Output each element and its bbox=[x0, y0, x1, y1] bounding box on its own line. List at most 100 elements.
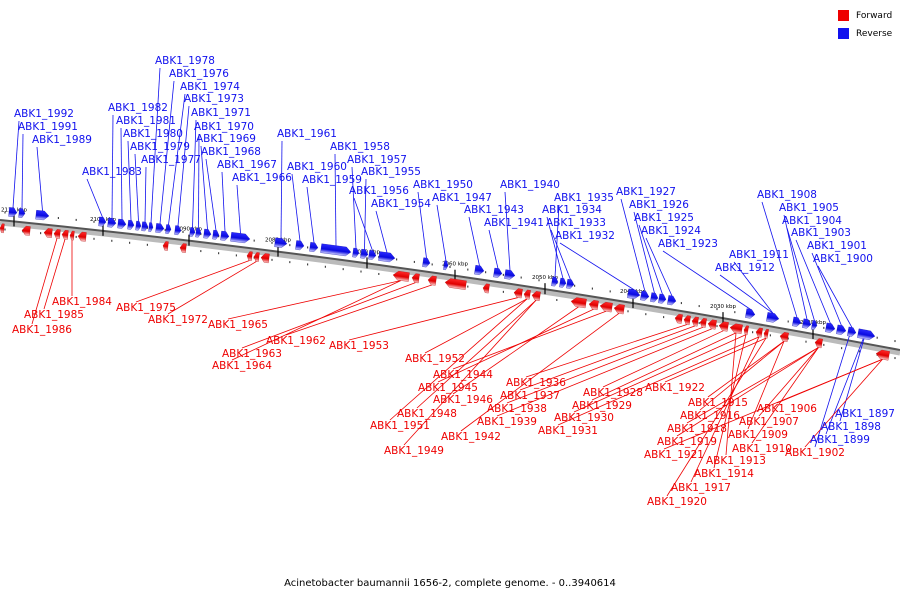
reverse-leader-line bbox=[662, 250, 751, 310]
figure-caption: Acinetobacter baumannii 1656-2, complete… bbox=[284, 578, 616, 589]
reverse-gene-label: ABK1_1903 bbox=[791, 227, 851, 239]
ruler-minor-tick bbox=[680, 302, 682, 305]
reverse-gene-feature bbox=[18, 208, 26, 218]
reverse-leader-line bbox=[375, 210, 388, 253]
reverse-gene-feature bbox=[378, 251, 396, 263]
reverse-leader-line bbox=[839, 330, 867, 422]
reverse-leader-line bbox=[559, 242, 635, 291]
forward-gene-feature bbox=[718, 321, 729, 332]
forward-gene-feature bbox=[570, 297, 587, 309]
reverse-leader-line bbox=[120, 127, 123, 220]
forward-gene-feature bbox=[482, 283, 490, 294]
reverse-leader-line bbox=[814, 327, 853, 448]
ruler-minor-tick bbox=[146, 243, 148, 246]
ruler-minor-tick bbox=[698, 322, 700, 325]
reverse-gene-label: ABK1_1989 bbox=[32, 134, 92, 146]
reverse-gene-feature bbox=[627, 288, 641, 300]
forward-gene-feature bbox=[599, 301, 613, 313]
reverse-gene-feature bbox=[117, 218, 127, 229]
forward-leader-line bbox=[751, 347, 819, 444]
forward-gene-label: ABK1_1918 bbox=[667, 423, 727, 435]
reverse-gene-label: ABK1_1923 bbox=[658, 238, 718, 250]
forward-leader-line bbox=[666, 337, 767, 497]
reverse-gene-label: ABK1_1927 bbox=[616, 186, 676, 198]
ruler-minor-tick bbox=[787, 320, 789, 323]
ruler-minor-tick bbox=[164, 228, 166, 231]
forward-leader-line bbox=[285, 284, 433, 336]
reverse-gene-label: ABK1_1898 bbox=[821, 421, 881, 433]
reverse-leader-line bbox=[817, 265, 853, 328]
ruler-minor-tick bbox=[431, 263, 433, 266]
forward-gene-label: ABK1_1964 bbox=[212, 360, 272, 372]
reverse-gene-feature bbox=[352, 247, 360, 258]
reverse-gene-feature bbox=[148, 222, 154, 232]
reverse-leader-line bbox=[546, 216, 564, 279]
reverse-gene-feature bbox=[551, 276, 559, 287]
ruler-label: 2030 kbp bbox=[710, 304, 736, 310]
forward-gene-label: ABK1_1907 bbox=[739, 416, 799, 428]
reverse-leader-line bbox=[719, 274, 774, 314]
reverse-gene-label: ABK1_1971 bbox=[191, 107, 251, 119]
forward-gene-feature bbox=[875, 349, 890, 361]
ruler-minor-tick bbox=[894, 357, 896, 360]
reverse-gene-feature bbox=[165, 224, 172, 234]
reverse-gene-label: ABK1_1973 bbox=[184, 93, 244, 105]
ruler-label: 2060 kbp bbox=[442, 262, 468, 268]
reverse-leader-line bbox=[150, 67, 161, 223]
reverse-gene-label: ABK1_1982 bbox=[108, 102, 168, 114]
forward-gene-label: ABK1_1962 bbox=[266, 335, 326, 347]
ruler-minor-tick bbox=[609, 290, 611, 293]
ruler-minor-tick bbox=[218, 235, 220, 238]
ruler-minor-tick bbox=[289, 261, 291, 264]
reverse-leader-line bbox=[36, 146, 43, 211]
reverse-gene-label: ABK1_1904 bbox=[782, 215, 842, 227]
forward-leader-line bbox=[525, 324, 688, 378]
forward-gene-feature bbox=[729, 323, 743, 334]
reverse-gene-feature bbox=[189, 227, 196, 237]
reverse-gene-label: ABK1_1967 bbox=[217, 159, 277, 171]
forward-leader-line bbox=[707, 340, 785, 398]
gene-labels: ABK1_1992ABK1_1991ABK1_1989ABK1_1983ABK1… bbox=[12, 55, 895, 508]
reverse-gene-feature bbox=[195, 227, 202, 238]
forward-gene-feature bbox=[427, 275, 437, 286]
forward-leader-line bbox=[135, 260, 250, 303]
ruler-minor-tick bbox=[271, 258, 273, 261]
ruler-minor-tick bbox=[75, 218, 77, 221]
forward-leader-line bbox=[167, 261, 257, 315]
ruler-minor-tick bbox=[93, 237, 95, 240]
ruler-minor-tick bbox=[129, 241, 131, 244]
reverse-gene-label: ABK1_1932 bbox=[555, 230, 615, 242]
reverse-gene-feature bbox=[320, 243, 352, 257]
reverse-leader-line bbox=[783, 214, 808, 320]
reverse-gene-feature bbox=[847, 326, 857, 337]
forward-gene-feature bbox=[743, 325, 749, 336]
reverse-gene-feature bbox=[650, 292, 659, 303]
reverse-gene-feature bbox=[174, 225, 182, 236]
reverse-leader-line bbox=[436, 204, 447, 261]
reverse-swatch bbox=[838, 28, 849, 39]
forward-gene-feature bbox=[707, 319, 717, 330]
forward-gene-label: ABK1_1942 bbox=[441, 431, 501, 443]
forward-gene-feature bbox=[53, 229, 61, 239]
forward-gene-feature bbox=[763, 328, 769, 339]
forward-leader-line bbox=[424, 298, 528, 354]
forward-gene-label: ABK1_1910 bbox=[732, 443, 792, 455]
reverse-leader-line bbox=[761, 201, 798, 318]
forward-gene-label: ABK1_1920 bbox=[647, 496, 707, 508]
forward-leader-line bbox=[804, 358, 883, 448]
reverse-gene-label: ABK1_1947 bbox=[432, 192, 492, 204]
legend-reverse: Reverse bbox=[838, 26, 900, 41]
legend: Forward Reverse bbox=[838, 8, 900, 44]
backbone-shadow bbox=[0, 220, 900, 356]
ruler-minor-tick bbox=[485, 271, 487, 274]
forward-gene-feature bbox=[246, 251, 253, 261]
forward-gene-label: ABK1_1906 bbox=[757, 403, 817, 415]
reverse-gene-label: ABK1_1957 bbox=[347, 154, 407, 166]
forward-gene-feature bbox=[253, 252, 260, 262]
forward-leader-line bbox=[416, 299, 537, 409]
reverse-gene-label: ABK1_1968 bbox=[201, 146, 261, 158]
reverse-leader-line bbox=[205, 158, 217, 231]
ruler-minor-tick bbox=[4, 228, 6, 231]
ruler-minor-tick bbox=[663, 316, 665, 319]
ruler-minor-tick bbox=[752, 331, 754, 334]
